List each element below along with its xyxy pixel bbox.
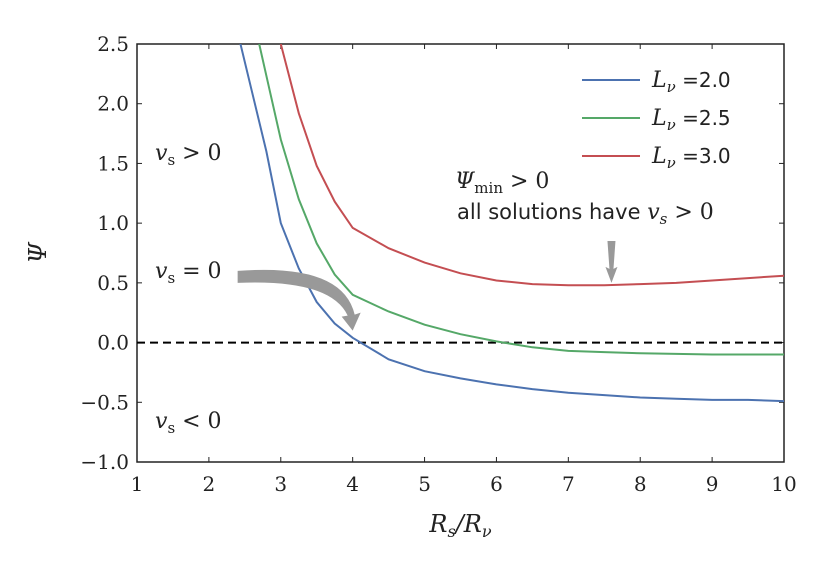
annotation-sub: s xyxy=(167,419,175,437)
y-tick-label: 1.5 xyxy=(97,151,129,175)
legend-var: L xyxy=(651,106,667,131)
series-line-2 xyxy=(258,44,784,356)
x-tick-label: 1 xyxy=(131,472,144,496)
y-tick-label: −1.0 xyxy=(80,450,129,474)
series-lines xyxy=(239,44,784,403)
series-line-1 xyxy=(239,44,784,403)
x-tick-label: 7 xyxy=(562,472,575,496)
annotation-rest: > 0 xyxy=(175,141,221,166)
legend-value: =2.5 xyxy=(676,106,731,130)
annotation-sub: s xyxy=(167,269,175,287)
legend-value: =3.0 xyxy=(676,144,731,168)
legend-sub: ν xyxy=(667,154,676,172)
x-tick-label: 3 xyxy=(274,472,287,496)
arrow-psi-min xyxy=(605,241,618,283)
annotation-sub: s xyxy=(660,210,668,228)
annotation-vs-negative: vs < 0 xyxy=(155,409,222,437)
x-tick-label: 9 xyxy=(706,472,719,496)
series-line-3 xyxy=(279,44,784,287)
y-tick-label: 1.0 xyxy=(97,211,129,235)
plot-frame xyxy=(136,43,785,463)
arrow-vs-zero xyxy=(237,269,361,331)
annotation-rest: > 0 xyxy=(503,169,549,194)
annotation-var: Ψ xyxy=(455,169,475,194)
annotation-psi-min: Ψmin > 0 xyxy=(455,169,549,197)
legend-label-1: Lν =2.0 xyxy=(651,68,731,96)
x-tick-label: 8 xyxy=(634,472,647,496)
x-tick-label: 6 xyxy=(490,472,503,496)
legend-var: L xyxy=(651,68,667,93)
legend-sub: ν xyxy=(667,78,676,96)
x-label-sub: ν xyxy=(482,522,492,541)
annotation-rest: < 0 xyxy=(175,409,221,434)
annotation-var: v xyxy=(155,259,168,284)
x-tick-label: 4 xyxy=(346,472,359,496)
legend-sub: ν xyxy=(667,116,676,134)
x-tick-label: 10 xyxy=(771,472,796,496)
legend-label-2: Lν =2.5 xyxy=(651,106,731,134)
legend-label-3: Lν =3.0 xyxy=(651,144,731,172)
annotation-all-solutions: all solutions have vs > 0 xyxy=(457,200,714,228)
annotation-sub: s xyxy=(167,151,175,169)
annotation-var: v xyxy=(155,409,168,434)
y-axis-label: Ψ xyxy=(24,242,52,264)
annotation-var: v xyxy=(155,141,168,166)
chart-marks: 1 2 3 4 5 6 7 8 9 102.52.01.51.00.50.0−0.5−1.0Rs/… xyxy=(24,32,797,541)
legend-value: =2.0 xyxy=(676,68,731,92)
x-tick-label: 5 xyxy=(418,472,431,496)
y-tick-label: 0.5 xyxy=(97,271,129,295)
y-tick-label: −0.5 xyxy=(80,390,129,414)
y-tick-label: 2.0 xyxy=(97,92,129,116)
x-label-part: /R xyxy=(454,510,482,538)
annotation-vs-zero: vs = 0 xyxy=(155,259,222,287)
y-tick-label: 0.0 xyxy=(97,331,129,355)
x-label-sub: s xyxy=(447,522,455,541)
legend: Lν =2.0Lν =2.5Lν =3.0 xyxy=(582,68,731,172)
annotation-prefix: all solutions have xyxy=(457,200,647,224)
y-tick-label: 2.5 xyxy=(97,32,129,56)
annotation-sub: min xyxy=(474,179,503,197)
annotation-rest: > 0 xyxy=(667,200,713,225)
x-axis-label: Rs/Rν xyxy=(428,510,491,541)
annotation-var: v xyxy=(647,200,660,225)
x-tick-label: 2 xyxy=(203,472,216,496)
x-label-part: R xyxy=(428,510,447,538)
annotation-vs-positive: vs > 0 xyxy=(155,141,222,169)
legend-var: L xyxy=(651,144,667,169)
annotation-rest: = 0 xyxy=(175,259,221,284)
